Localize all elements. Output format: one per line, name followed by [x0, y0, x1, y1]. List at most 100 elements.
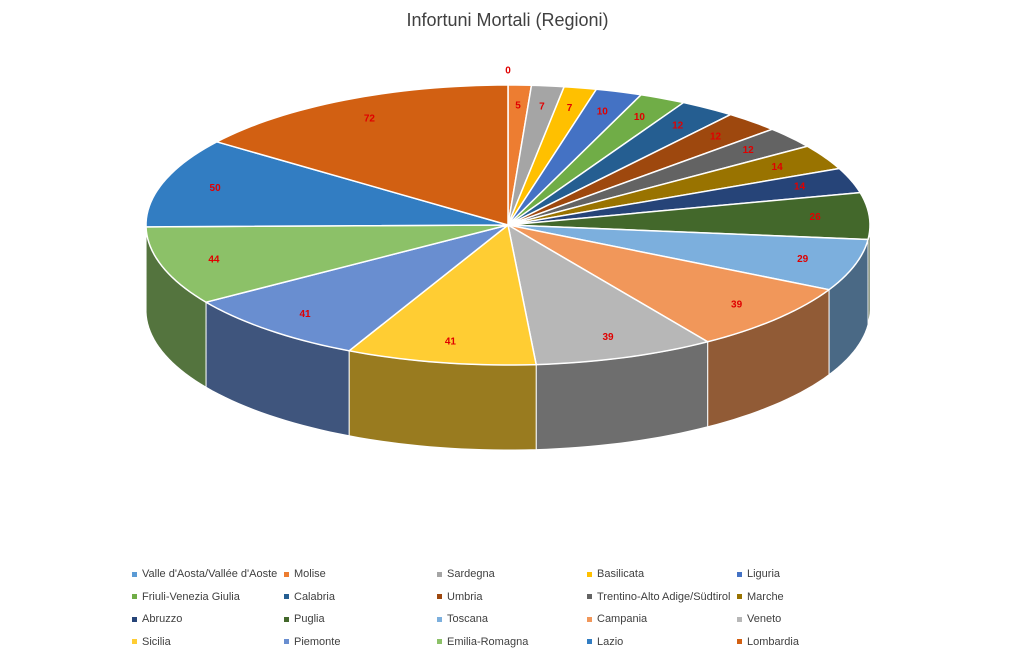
legend-item: Molise [284, 568, 326, 580]
legend-item: Umbria [437, 591, 482, 603]
legend-swatch [284, 639, 289, 644]
legend-swatch [284, 571, 289, 577]
data-label-8: 12 [743, 145, 755, 156]
legend-swatch [437, 616, 442, 622]
legend-item: Friuli-Venezia Giulia [132, 591, 240, 603]
legend-swatch [132, 639, 137, 644]
pie-slice-15 [348, 224, 537, 366]
data-label-6: 12 [672, 120, 684, 131]
legend-swatch [587, 639, 592, 644]
legend-label: Molise [294, 568, 326, 580]
legend-swatch [132, 571, 137, 577]
legend-label: Umbria [447, 590, 483, 603]
data-label-19: 72 [364, 113, 376, 124]
legend-label: Sardegna [447, 568, 495, 580]
pie-chart: 0 5 7 7 10 10 12 12 12 14 14 26 29 39 39 41 41 44 50 72 [145, 66, 871, 451]
pie-slice-7 [507, 113, 773, 226]
legend-label: Veneto [747, 613, 782, 625]
legend-label: Emilia-Romagna [447, 635, 529, 648]
pie-slice-17 [145, 224, 509, 303]
legend-swatch [587, 571, 592, 577]
legend-swatch [284, 616, 289, 622]
legend-item: Liguria [737, 568, 780, 580]
legend-item: Emilia-Romagna [437, 636, 528, 648]
legend-label: Marche [747, 590, 784, 603]
legend-swatch [737, 594, 742, 599]
legend-label: Toscana [447, 613, 488, 625]
legend-item: Valle d'Aosta/Vallée d'Aoste [132, 568, 277, 580]
pie-slice-18 [145, 141, 509, 228]
pie-slice-14 [507, 224, 709, 366]
data-label-14: 39 [602, 332, 614, 343]
data-label-2: 7 [539, 101, 545, 112]
data-label-10: 14 [794, 182, 806, 193]
pie-slice-6 [507, 101, 732, 226]
legend-item: Lombardia [737, 636, 799, 648]
pie-slice-4 [507, 88, 642, 226]
legend-label: Liguria [747, 568, 781, 580]
data-label-7: 12 [710, 132, 722, 143]
pie-slice-12 [507, 224, 869, 291]
pie-top [145, 84, 871, 366]
legend-swatch [737, 571, 742, 577]
legend-label: Calabria [294, 590, 335, 603]
legend-swatch [437, 594, 442, 599]
legend-swatch [587, 616, 592, 622]
data-label-1: 5 [515, 101, 521, 112]
legend-label: Lombardia [747, 635, 799, 648]
legend-label: Valle d'Aosta/Vallée d'Aoste [142, 568, 278, 580]
data-label-12: 29 [797, 254, 809, 265]
data-label-18: 50 [210, 183, 222, 194]
legend-label: Sicilia [142, 635, 171, 648]
legend-swatch [587, 594, 592, 599]
legend-item: Campania [587, 613, 647, 625]
legend-label: Basilicata [597, 568, 645, 580]
legend-item: Sicilia [132, 636, 171, 648]
legend-label: Trentino-Alto Adige/Südtirol [597, 590, 731, 603]
pie-slice-11 [507, 191, 871, 241]
legend-item: Piemonte [284, 636, 340, 648]
pie-side-walls [145, 224, 871, 451]
legend-label: Puglia [294, 613, 325, 625]
legend-item: Toscana [437, 613, 488, 625]
data-label-5: 10 [634, 112, 646, 123]
legend-swatch [437, 639, 442, 644]
legend-swatch [437, 571, 442, 577]
legend-label: Lazio [597, 635, 624, 648]
pie-slice-9 [507, 145, 840, 226]
pie-slice-5 [507, 94, 685, 226]
legend-swatch [284, 594, 289, 599]
data-label-9: 14 [772, 162, 784, 173]
legend-swatch [132, 594, 137, 599]
legend-swatch [737, 616, 742, 622]
legend-item: Basilicata [587, 568, 644, 580]
data-label-17: 44 [208, 255, 220, 266]
legend-label: Campania [597, 613, 648, 625]
legend-item: Puglia [284, 613, 325, 625]
pie-slice-13 [507, 224, 830, 343]
data-label-3: 7 [567, 103, 573, 114]
pie-slice-19 [216, 84, 509, 226]
chart-title: Infortuni Mortali (Regioni) [406, 10, 609, 30]
legend-item: Veneto [737, 613, 781, 625]
legend-item: Trentino-Alto Adige/Südtirol [587, 591, 731, 603]
legend-item: Sardegna [437, 568, 495, 580]
pie-slice-16 [205, 224, 509, 352]
data-label-15: 41 [445, 337, 457, 348]
legend-item: Lazio [587, 636, 623, 648]
data-label-16: 41 [299, 309, 311, 320]
pie-data-labels: 0 5 7 7 10 10 12 12 12 14 14 26 29 39 39 41 41 44 50 72 [208, 66, 821, 348]
legend-label: Abruzzo [142, 613, 183, 625]
pie-slice-8 [507, 128, 809, 226]
pie-slice-10 [507, 167, 861, 226]
data-label-13: 39 [731, 299, 743, 310]
data-label-4: 10 [597, 106, 609, 117]
legend-label: Friuli-Venezia Giulia [142, 590, 240, 603]
data-label-0: 0 [505, 66, 511, 77]
legend-item: Abruzzo [132, 613, 182, 625]
legend-swatch [737, 639, 742, 644]
legend-item: Calabria [284, 591, 335, 603]
legend-item: Marche [737, 591, 784, 603]
data-label-11: 26 [810, 212, 822, 223]
legend-label: Piemonte [294, 635, 341, 648]
